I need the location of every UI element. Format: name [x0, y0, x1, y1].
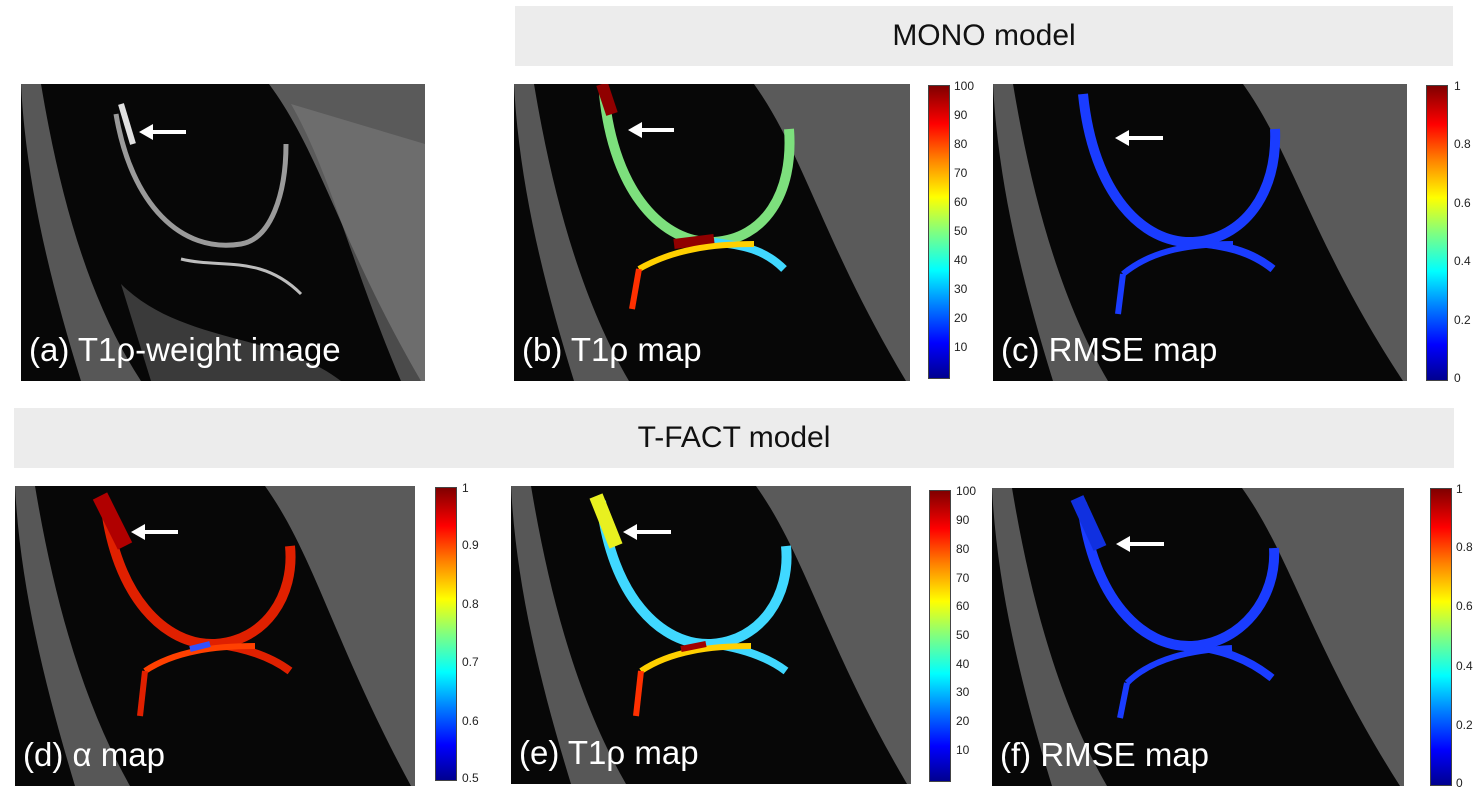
panel-d-label: (d) α map [23, 736, 165, 773]
colorbar-b-ticks: 100 90 80 70 60 50 40 30 20 10 [954, 79, 994, 377]
colorbar-tick-label: 0.8 [462, 596, 479, 611]
colorbar-tick-label: 70 [956, 570, 970, 585]
panel-e-label: (e) T1ρ map [519, 734, 699, 771]
panel-e-t1rho-map: (e) T1ρ map [511, 486, 911, 784]
colorbar-d-ticks: 1 0.9 0.8 0.7 0.6 0.5 [462, 481, 502, 784]
colorbar-tick-label: 0.6 [1456, 599, 1473, 614]
arrow-icon [1116, 536, 1164, 552]
colorbar-tick-label: 30 [956, 685, 970, 700]
panel-f-label: (f) RMSE map [1000, 736, 1210, 773]
colorbar-e-ticks: 100 90 80 70 60 50 40 30 20 10 [956, 484, 996, 780]
colorbar-tick-label: 0.9 [462, 538, 479, 553]
colorbar-f [1430, 488, 1452, 786]
colorbar-tick-label: 0.7 [462, 655, 479, 670]
colorbar-tick-label: 70 [954, 166, 968, 181]
panel-c-rmse-map: (c) RMSE map [993, 84, 1407, 381]
panel-a-t1rho-weight-image: (a) T1ρ-weight image [21, 84, 425, 381]
colorbar-tick-label: 1 [462, 481, 469, 496]
colorbar-tick-label: 0.2 [1456, 717, 1473, 732]
arrow-icon [1115, 130, 1163, 146]
mono-model-header: MONO model [515, 6, 1453, 66]
t1rho-map-image [511, 486, 911, 784]
colorbar-tick-label: 0 [1454, 370, 1461, 385]
colorbar-tick-label: 0.5 [462, 770, 479, 785]
colorbar-tick-label: 0 [1456, 775, 1463, 790]
colorbar-c [1426, 85, 1448, 381]
colorbar-tick-label: 40 [956, 656, 970, 671]
panel-a-label: (a) T1ρ-weight image [29, 331, 341, 368]
panel-f-rmse-map: (f) RMSE map [992, 488, 1404, 786]
arrow-icon [131, 524, 178, 540]
t1rho-map-image [514, 84, 910, 381]
colorbar-c-ticks: 1 0.8 0.6 0.4 0.2 0 [1454, 79, 1482, 384]
colorbar-tick-label: 0.8 [1456, 540, 1473, 555]
panel-b-label: (b) T1ρ map [522, 331, 702, 368]
colorbar-tick-label: 100 [956, 484, 977, 499]
colorbar-tick-label: 1 [1454, 79, 1461, 94]
colorbar-tick-label: 0.8 [1454, 136, 1471, 151]
colorbar-tick-label: 0.6 [462, 713, 479, 728]
rmse-map-image [992, 488, 1404, 786]
panel-c-label: (c) RMSE map [1001, 331, 1218, 368]
colorbar-tick-label: 60 [956, 599, 970, 614]
colorbar-tick-label: 0.4 [1456, 658, 1473, 673]
colorbar-tick-label: 90 [954, 108, 968, 123]
arrow-icon [139, 124, 186, 140]
panel-b-t1rho-map: (b) T1ρ map [514, 84, 910, 381]
colorbar-tick-label: 20 [956, 714, 970, 729]
colorbar-tick-label: 100 [954, 79, 975, 94]
colorbar-tick-label: 0.4 [1454, 254, 1471, 269]
colorbar-tick-label: 50 [954, 224, 968, 238]
colorbar-tick-label: 1 [1456, 482, 1463, 497]
colorbar-b [928, 85, 950, 379]
colorbar-tick-label: 90 [956, 513, 970, 528]
colorbar-tick-label: 0.6 [1454, 195, 1471, 210]
colorbar-d [435, 487, 457, 781]
colorbar-tick-label: 10 [954, 339, 968, 354]
colorbar-tick-label: 30 [954, 281, 968, 296]
arrow-icon [623, 524, 671, 540]
colorbar-tick-label: 10 [956, 742, 970, 757]
colorbar-tick-label: 40 [954, 252, 968, 267]
colorbar-f-ticks: 1 0.8 0.6 0.4 0.2 0 [1456, 482, 1482, 789]
panel-d-alpha-map: (d) α map [15, 486, 415, 786]
colorbar-e [929, 490, 951, 782]
tfact-model-header: T-FACT model [14, 408, 1454, 468]
colorbar-tick-label: 50 [956, 628, 970, 642]
arrow-icon [628, 122, 674, 138]
colorbar-tick-label: 80 [954, 137, 968, 152]
rmse-map-image [993, 84, 1407, 381]
colorbar-tick-label: 80 [956, 541, 970, 556]
colorbar-tick-label: 20 [954, 310, 968, 325]
colorbar-tick-label: 0.2 [1454, 313, 1471, 328]
colorbar-tick-label: 60 [954, 195, 968, 210]
alpha-map-image [15, 486, 415, 786]
knee-mri-image [21, 84, 425, 381]
